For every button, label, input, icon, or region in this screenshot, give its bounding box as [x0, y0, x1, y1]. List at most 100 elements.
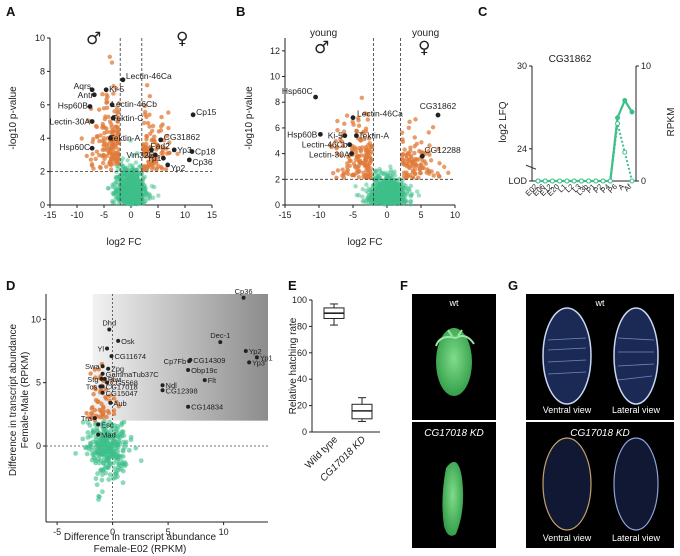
point-nonsignificant — [366, 197, 371, 202]
embryo-wt-segments — [547, 337, 655, 381]
point-significant — [437, 161, 442, 166]
point-nonsignificant — [156, 193, 161, 198]
point-nonsignificant — [116, 201, 121, 207]
point-significant — [155, 145, 160, 151]
point-significant — [107, 159, 113, 164]
point-significant — [100, 138, 105, 144]
point-significant — [402, 147, 407, 152]
point-background — [94, 482, 100, 488]
y-tick-label-right: 10 — [641, 61, 651, 71]
point-significant — [100, 121, 105, 127]
point-background — [111, 446, 117, 452]
point-significant — [354, 128, 359, 134]
point-nonsignificant — [134, 177, 139, 182]
y-axis-label-line1: Difference in transcript abundance — [8, 324, 19, 477]
point-nonsignificant — [140, 194, 145, 199]
point-significant — [412, 150, 417, 156]
point-background — [73, 450, 79, 456]
point-background — [120, 448, 126, 454]
y-tick-label: 20 — [297, 401, 307, 411]
point-significant — [159, 166, 165, 171]
point-background — [115, 452, 121, 458]
point-nonsignificant — [377, 169, 383, 174]
x-tick-label: -5 — [349, 210, 357, 220]
point-significant — [356, 118, 361, 123]
point-background — [90, 429, 96, 435]
point-significant — [141, 120, 147, 126]
y-tick-label: 6 — [40, 100, 45, 110]
y-tick-label-left: 24 — [517, 144, 527, 154]
point-significant — [97, 138, 102, 144]
point-significant — [143, 146, 148, 152]
point-background — [112, 440, 118, 445]
point-label: Hsp60B — [287, 129, 318, 139]
point-background — [108, 461, 113, 467]
panel-letter-E: E — [288, 278, 297, 293]
point-nonsignificant — [394, 199, 399, 204]
point-nonsignificant — [380, 182, 386, 187]
point-nonsignificant — [409, 193, 414, 198]
point-significant — [115, 110, 120, 116]
point-enriched — [100, 404, 106, 409]
point-significant — [417, 148, 422, 154]
point-nonsignificant — [129, 185, 134, 190]
point-label: CG31862 — [164, 132, 201, 142]
point-nonsignificant — [113, 189, 118, 194]
point-significant — [164, 133, 170, 139]
point-enriched — [96, 399, 101, 404]
point-label: Hsp60B — [58, 100, 89, 110]
point-background — [84, 451, 90, 457]
point-label: CG15047 — [106, 389, 138, 398]
point-nonsignificant — [131, 166, 136, 172]
point-enriched — [91, 392, 96, 397]
point-significant — [91, 166, 96, 171]
series-point — [600, 178, 606, 184]
point-enriched — [86, 415, 91, 420]
point-significant — [417, 167, 423, 172]
x-tick-label: 5 — [166, 527, 171, 537]
point-significant — [101, 143, 106, 148]
point-labeled — [89, 87, 95, 93]
point-label: Cp18 — [195, 147, 216, 157]
label-wt: wt — [449, 298, 459, 308]
point-nonsignificant — [110, 200, 115, 205]
point-label: Lectin-30A — [309, 150, 350, 160]
point-nonsignificant — [356, 193, 362, 198]
point-labeled — [241, 295, 246, 300]
point-significant — [113, 141, 119, 146]
point-significant — [175, 151, 180, 156]
y-tick-label-left: 30 — [517, 61, 527, 71]
point-nonsignificant — [361, 198, 367, 203]
point-label: Dec-1 — [210, 331, 230, 340]
point-background — [101, 436, 107, 442]
point-significant — [364, 147, 369, 152]
point-significant — [160, 122, 165, 127]
point-labeled — [188, 357, 193, 362]
series-point — [542, 178, 548, 184]
point-significant — [84, 153, 89, 159]
point-labeled — [107, 327, 112, 332]
point-enriched — [104, 414, 109, 420]
point-label: CG31862 — [420, 101, 457, 111]
point-enriched — [109, 378, 115, 383]
point-background — [120, 480, 126, 486]
point-label: CG12288 — [424, 145, 461, 155]
x-tick-label: 0 — [128, 210, 133, 220]
point-label: Osk — [121, 337, 135, 346]
point-background — [138, 458, 144, 464]
point-significant — [408, 145, 413, 150]
point-label: Esc — [101, 420, 114, 429]
point-significant — [366, 167, 371, 173]
point-significant — [111, 91, 116, 96]
point-nonsignificant — [149, 183, 155, 189]
point-labeled — [190, 112, 196, 118]
point-nonsignificant — [113, 174, 118, 180]
y-axis-left-label: log2 LFQ — [498, 101, 509, 142]
point-nonsignificant — [125, 200, 130, 205]
point-enriched — [116, 404, 122, 409]
point-significant — [107, 119, 113, 124]
point-background — [106, 477, 112, 482]
point-enriched — [88, 411, 94, 416]
y-axis-label: -log10 p-value — [244, 86, 255, 150]
